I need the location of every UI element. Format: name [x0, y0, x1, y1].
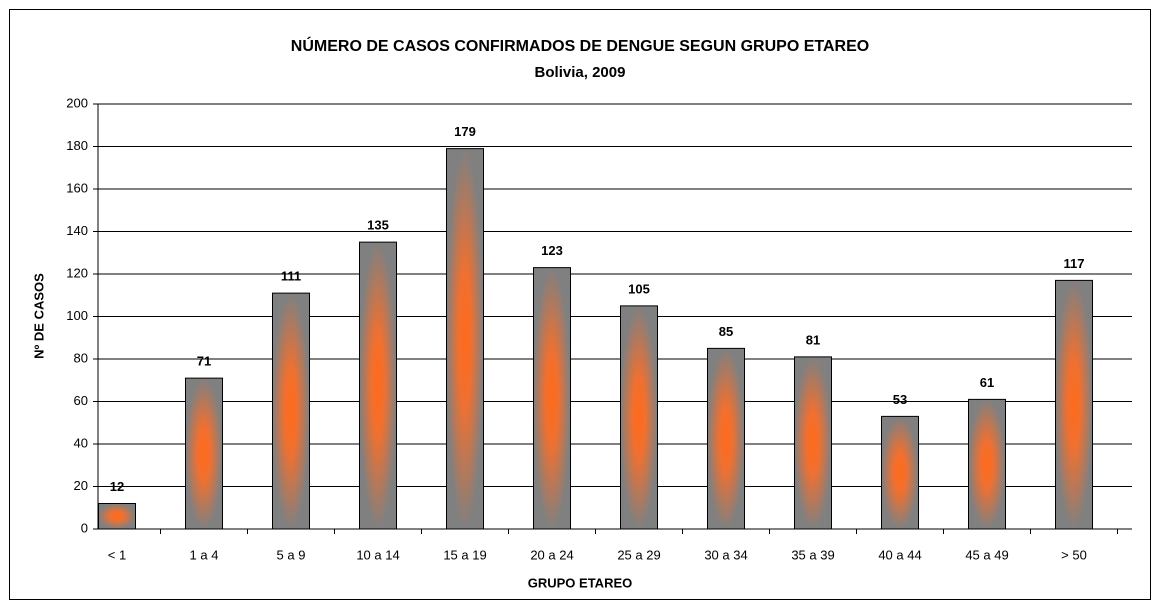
bar — [1055, 279, 1093, 530]
bar — [881, 415, 919, 530]
x-tick-label: 10 a 14 — [356, 547, 399, 562]
bar — [272, 292, 310, 530]
y-tick-label: 120 — [66, 265, 88, 280]
data-label: 105 — [628, 281, 650, 296]
bar — [98, 503, 136, 530]
y-tick-label: 40 — [74, 435, 88, 450]
data-label: 123 — [541, 243, 563, 258]
x-tick-label: 15 a 19 — [443, 547, 486, 562]
x-tick-label: 35 a 39 — [791, 547, 834, 562]
y-tick-label: 80 — [74, 350, 88, 365]
y-tick-label: 140 — [66, 223, 88, 238]
data-label: 81 — [806, 332, 820, 347]
chart-title: NÚMERO DE CASOS CONFIRMADOS DE DENGUE SE… — [291, 36, 869, 55]
data-label: 85 — [719, 324, 733, 339]
bar — [968, 398, 1006, 530]
bar — [185, 377, 223, 530]
x-tick-label: 20 a 24 — [530, 547, 573, 562]
y-tick-label: 100 — [66, 308, 88, 323]
x-tick-label: 45 a 49 — [965, 547, 1008, 562]
y-axis-label: Nº DE CASOS — [31, 273, 46, 359]
y-tick-label: 20 — [74, 478, 88, 493]
bar — [446, 148, 484, 530]
data-label: 53 — [893, 392, 907, 407]
x-axis-label: GRUPO ETAREO — [528, 575, 633, 590]
bar — [620, 305, 658, 530]
bar — [359, 241, 397, 530]
x-tick-label: 30 a 34 — [704, 547, 747, 562]
bar — [533, 267, 571, 530]
y-tick-label: 60 — [74, 393, 88, 408]
y-tick-label: 200 — [66, 95, 88, 110]
y-tick-label: 0 — [81, 520, 88, 535]
data-label: 71 — [197, 354, 211, 369]
data-label: 117 — [1064, 256, 1085, 271]
data-label: 12 — [110, 479, 124, 494]
data-label: 61 — [980, 375, 994, 390]
chart-subtitle: Bolivia, 2009 — [535, 64, 626, 81]
x-tick-label: 25 a 29 — [617, 547, 660, 562]
x-tick-label: 1 a 4 — [190, 547, 219, 562]
y-tick-label: 180 — [66, 138, 88, 153]
x-tick-label: > 50 — [1061, 547, 1087, 562]
y-tick-label: 160 — [66, 180, 88, 195]
bar — [707, 347, 745, 530]
data-label: 111 — [281, 269, 301, 284]
x-tick-label: < 1 — [108, 547, 126, 562]
data-label: 135 — [367, 218, 389, 233]
bar — [794, 356, 832, 530]
x-tick-label: 40 a 44 — [878, 547, 921, 562]
data-label: 179 — [454, 124, 476, 139]
x-tick-label: 5 a 9 — [277, 547, 306, 562]
